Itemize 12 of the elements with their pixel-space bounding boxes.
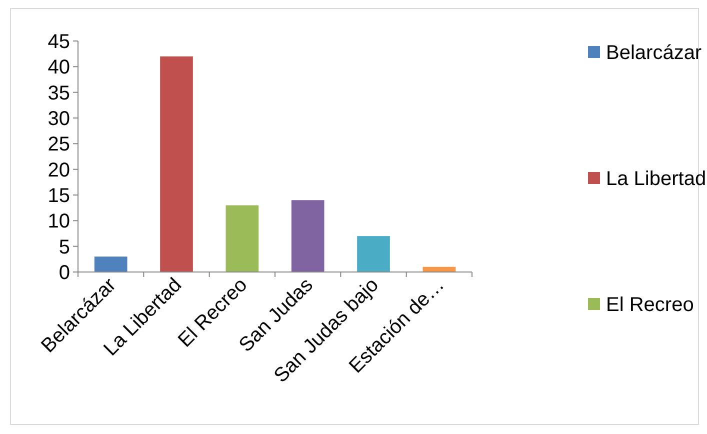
- y-tick-label: 30: [48, 108, 70, 130]
- y-tick-label: 5: [58, 236, 70, 258]
- y-tick-label: 15: [48, 185, 70, 207]
- y-tick-label: 45: [48, 31, 70, 53]
- y-tick-label: 25: [48, 134, 70, 156]
- legend-label: La Libertad: [606, 168, 706, 190]
- y-tick-label: 0: [58, 262, 70, 284]
- y-tick-label: 35: [48, 82, 70, 104]
- legend-label: Belarcázar: [606, 42, 702, 64]
- y-tick-label: 20: [48, 159, 70, 182]
- y-tick-label: 40: [48, 56, 70, 79]
- y-tick-label: 10: [48, 210, 70, 233]
